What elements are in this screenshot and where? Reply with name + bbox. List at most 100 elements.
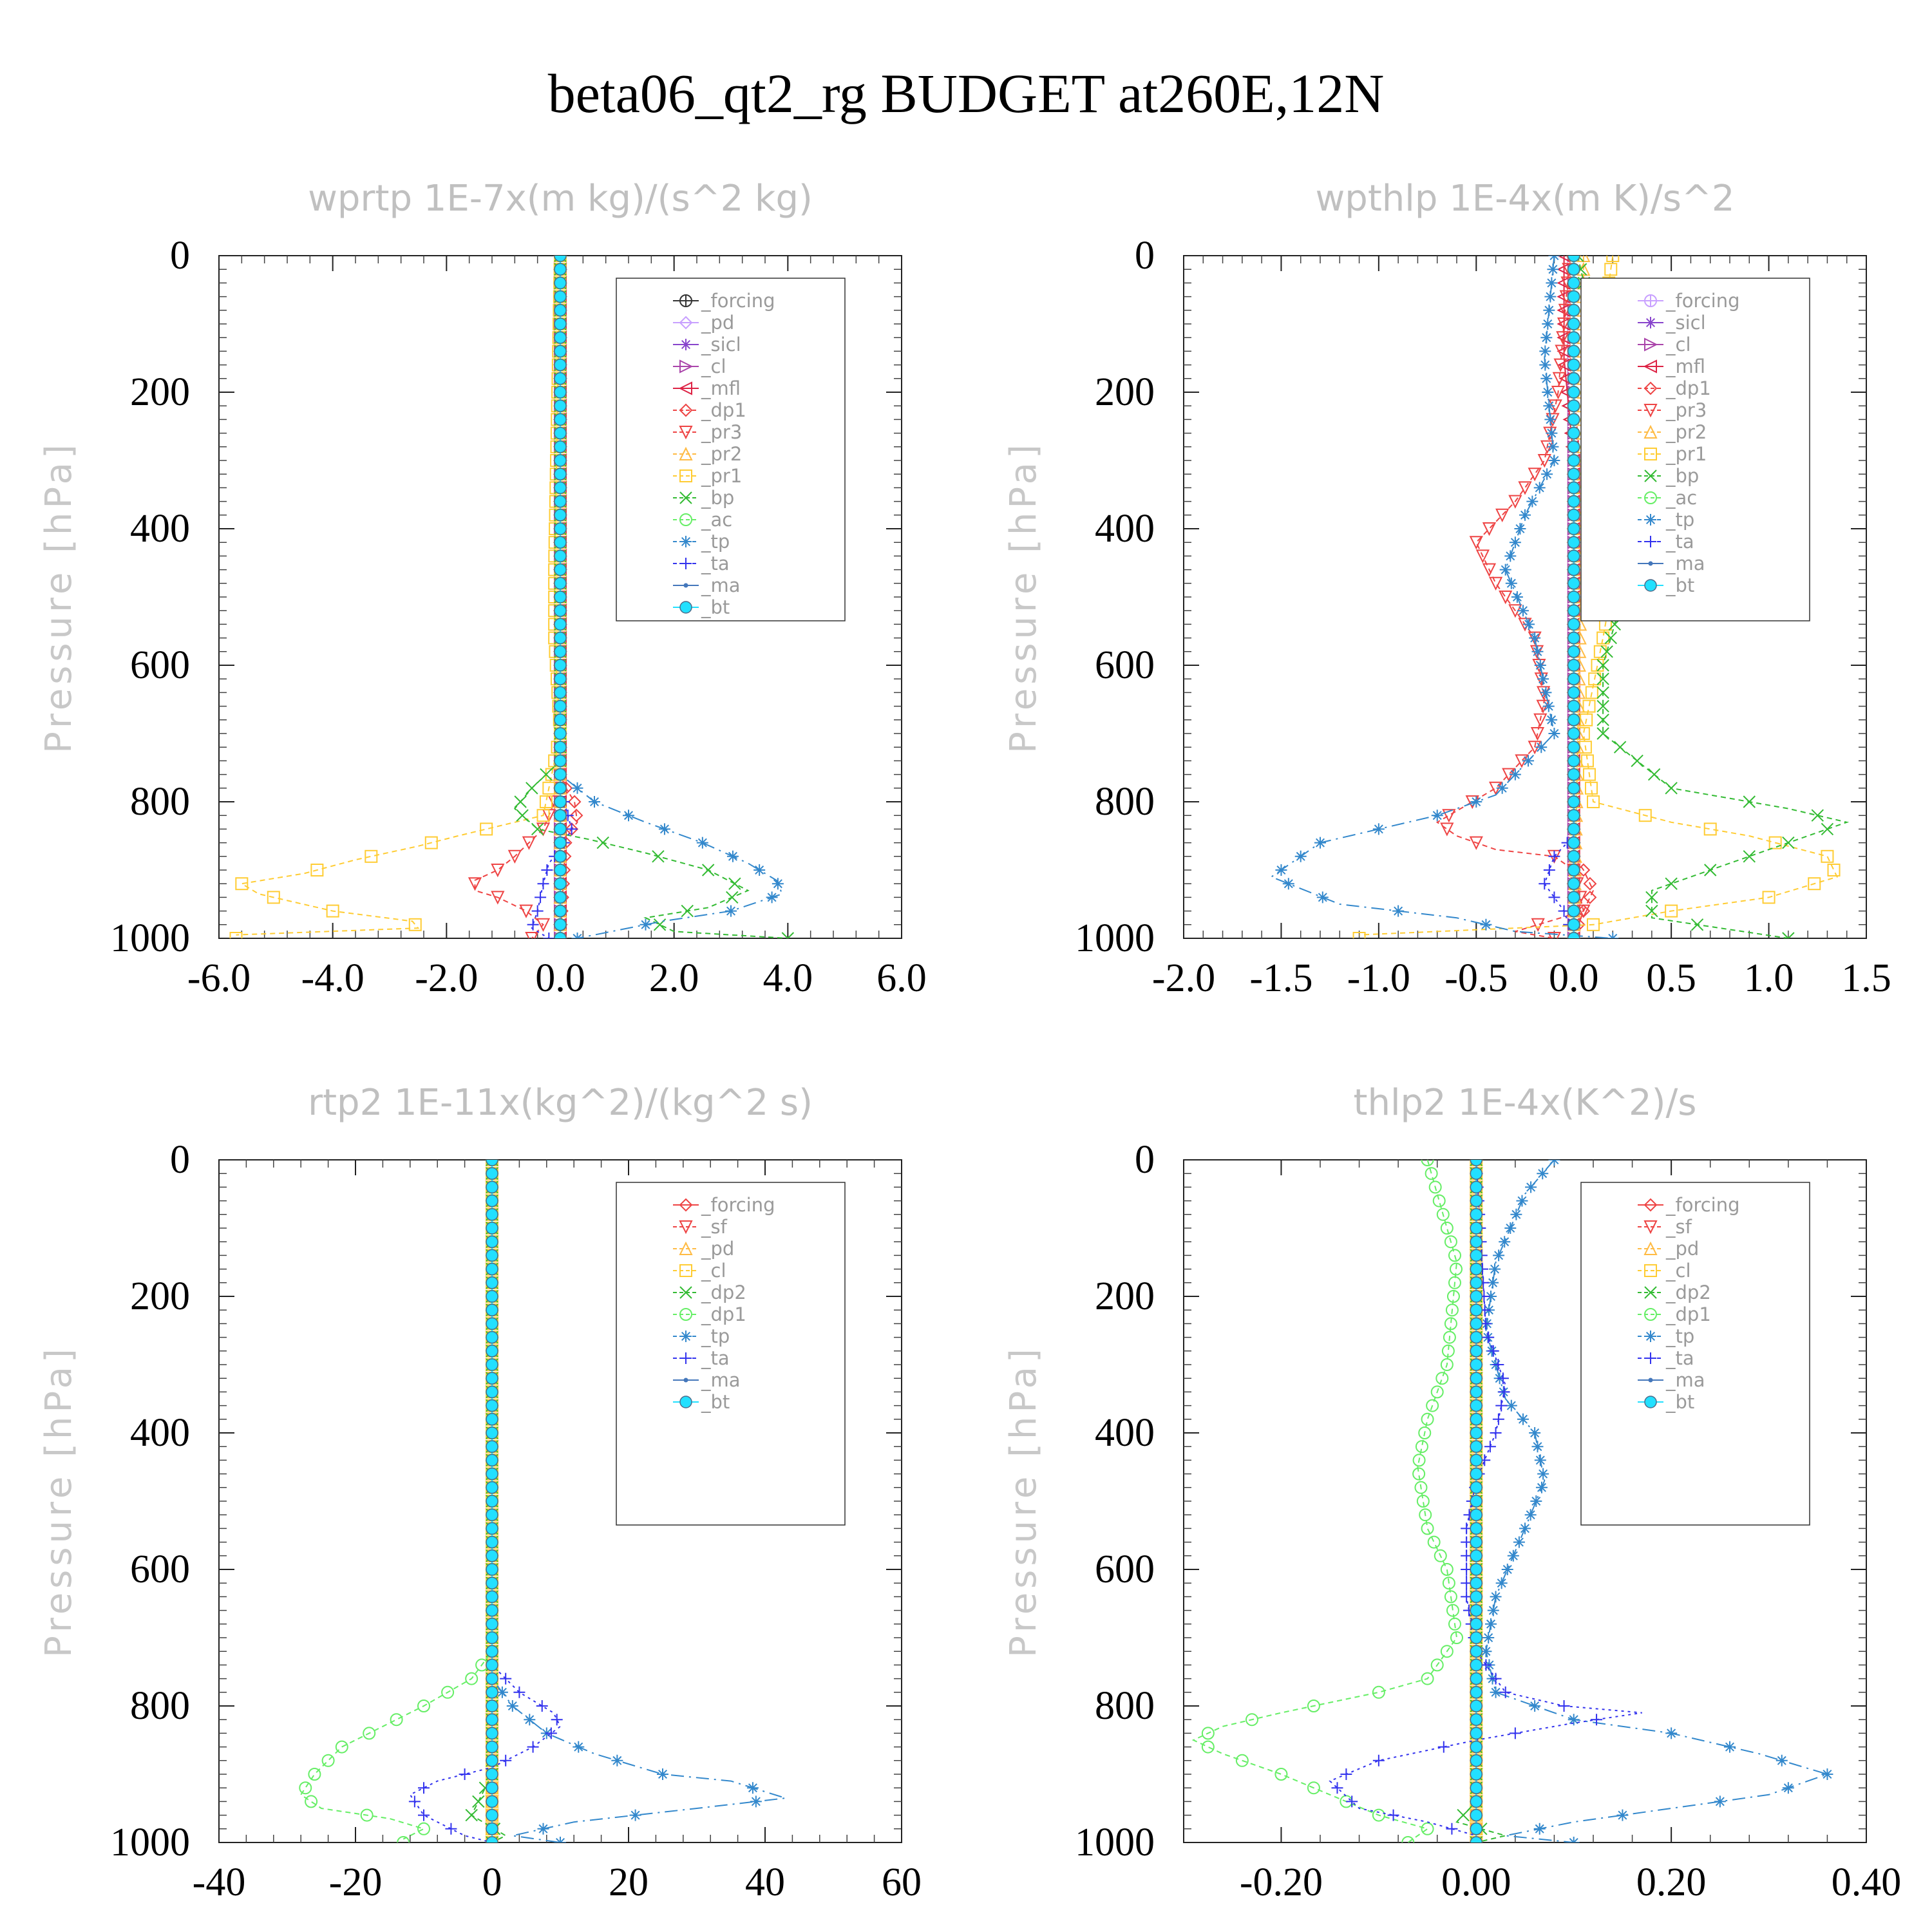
series-marker — [496, 1686, 508, 1698]
series-marker — [491, 891, 505, 905]
series-marker — [1440, 1358, 1454, 1371]
legend-marker — [679, 403, 693, 417]
legend-marker — [680, 1352, 692, 1364]
legend-marker — [1645, 536, 1656, 547]
series-marker — [417, 1822, 430, 1835]
series-marker — [486, 1808, 498, 1822]
series-marker — [1444, 1590, 1457, 1604]
series-marker — [1426, 1399, 1439, 1412]
series-marker — [1567, 699, 1580, 713]
series-marker — [1540, 687, 1552, 699]
legend-label: _ta — [701, 1347, 730, 1369]
series-marker — [1537, 1468, 1549, 1480]
series-marker — [1470, 1713, 1483, 1726]
series-marker — [554, 263, 567, 276]
series-marker — [1482, 563, 1497, 577]
plot-area — [1191, 1160, 1833, 1842]
series-marker — [554, 577, 567, 590]
series-marker — [1567, 481, 1580, 495]
series-marker — [1782, 836, 1795, 849]
series-marker — [1448, 1617, 1461, 1631]
series-marker — [468, 877, 482, 891]
series-line — [1270, 256, 1613, 938]
legend-label: _ac — [701, 509, 732, 531]
series-marker — [486, 1317, 498, 1331]
series-marker — [1421, 1160, 1434, 1166]
series-marker — [486, 1276, 498, 1289]
legend-entry: _bt — [673, 1391, 730, 1413]
figure-title: beta06_qt2_rg BUDGET at260E,12N — [547, 62, 1385, 124]
legend-box — [1580, 278, 1810, 621]
series-marker — [1307, 1700, 1320, 1712]
series-marker — [1470, 1686, 1483, 1699]
series-marker — [1604, 263, 1618, 276]
legend-box — [616, 278, 846, 621]
legend-entry: _dp1 — [1638, 1303, 1711, 1325]
series-marker — [486, 1358, 498, 1371]
legend-marker — [679, 1396, 692, 1408]
x-tick-label: -20 — [329, 1861, 383, 1904]
series-marker — [1430, 1385, 1444, 1399]
legend-label: _cl — [1665, 334, 1691, 355]
series-marker — [554, 850, 567, 863]
series-marker — [657, 1768, 668, 1780]
legend-label: _bp — [1665, 465, 1699, 487]
series-marker — [1591, 1714, 1603, 1726]
legend-entry: _ma — [673, 574, 741, 596]
legend-entry: _dp1 — [1638, 377, 1711, 399]
series-marker — [1631, 754, 1643, 768]
series-marker — [554, 536, 567, 549]
series-marker — [1616, 1809, 1629, 1821]
legend-marker — [678, 381, 692, 395]
series-line — [531, 256, 573, 938]
series-marker — [565, 823, 578, 835]
series-marker — [554, 440, 567, 453]
x-tick-label: 6.0 — [876, 956, 927, 1000]
series-marker — [1499, 1686, 1511, 1698]
legend-label: _ta — [701, 553, 730, 574]
series-marker — [1548, 455, 1560, 466]
series-marker — [486, 1180, 498, 1194]
y-tick-label: 200 — [1095, 1274, 1155, 1318]
series-marker — [1470, 1823, 1483, 1835]
series-marker — [1470, 1836, 1483, 1842]
series-marker — [1782, 932, 1795, 938]
series-marker — [486, 1645, 498, 1658]
series-marker — [1504, 1222, 1517, 1234]
series-marker — [486, 1631, 498, 1644]
legend-marker — [683, 583, 688, 588]
series-marker — [1457, 1808, 1470, 1822]
series-marker — [1450, 1631, 1463, 1644]
series-marker — [658, 823, 670, 835]
series-marker — [1482, 1331, 1495, 1343]
series-marker — [299, 1781, 312, 1795]
series-marker — [536, 918, 551, 933]
series-marker — [573, 1741, 585, 1753]
legend-marker — [679, 513, 692, 526]
y-tick-label: 200 — [1095, 370, 1155, 414]
series-marker — [1444, 1235, 1457, 1249]
series-marker — [1489, 1263, 1501, 1275]
series-marker — [1274, 1768, 1288, 1781]
series-marker — [1567, 631, 1580, 645]
series-marker — [1596, 714, 1609, 726]
series-marker — [1665, 877, 1678, 890]
series-marker — [365, 849, 378, 863]
series-marker — [486, 1823, 498, 1835]
x-tick-label: -2.0 — [415, 956, 478, 1000]
legend-marker — [1644, 1396, 1657, 1408]
series-marker — [1567, 413, 1580, 426]
legend-marker — [679, 469, 692, 482]
series-marker — [486, 1754, 498, 1767]
legend-entry: _ta — [1638, 531, 1694, 553]
series-marker — [1556, 331, 1570, 345]
series-marker — [1714, 1795, 1726, 1808]
series-marker — [418, 1782, 430, 1794]
legend-entry: _pr1 — [1638, 443, 1707, 465]
series-marker — [1372, 1808, 1385, 1822]
series-marker — [623, 810, 634, 822]
series-marker — [1446, 1823, 1458, 1835]
legend-entry: _tp — [1638, 509, 1694, 531]
series-marker — [1526, 495, 1539, 507]
series-marker — [1558, 1700, 1570, 1712]
